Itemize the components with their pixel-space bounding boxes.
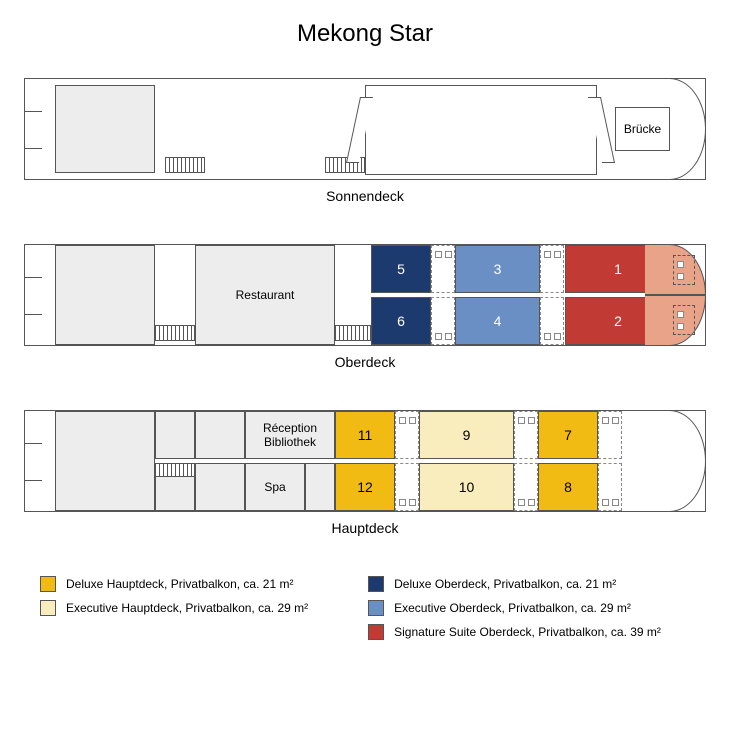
- restaurant: Restaurant: [195, 245, 335, 345]
- legend-item: Deluxe Oberdeck, Privatbalkon, ca. 21 m²: [368, 576, 661, 592]
- cabin-7: 7: [538, 411, 598, 459]
- stairs-icon: [165, 157, 205, 173]
- cabin-11: 11: [335, 411, 395, 459]
- legend-item: Deluxe Hauptdeck, Privatbalkon, ca. 21 m…: [40, 576, 308, 592]
- stairs-icon: [335, 325, 371, 341]
- cabin-9: 9: [419, 411, 514, 459]
- legend-label: Deluxe Oberdeck, Privatbalkon, ca. 21 m²: [394, 577, 616, 591]
- sun-deck-label: Sonnendeck: [20, 188, 710, 204]
- legend-label: Executive Oberdeck, Privatbalkon, ca. 29…: [394, 601, 631, 615]
- bridge: Brücke: [615, 107, 670, 151]
- sun-deck: Brücke: [24, 78, 706, 180]
- cabin-3: 3: [455, 245, 540, 293]
- stairs-icon: [155, 325, 195, 341]
- legend-label: Deluxe Hauptdeck, Privatbalkon, ca. 21 m…: [66, 577, 293, 591]
- swatch-icon: [368, 600, 384, 616]
- legend-item: Executive Hauptdeck, Privatbalkon, ca. 2…: [40, 600, 308, 616]
- swatch-icon: [368, 624, 384, 640]
- stairs-icon: [155, 463, 195, 477]
- legend-label: Signature Suite Oberdeck, Privatbalkon, …: [394, 625, 661, 639]
- main-deck-label: Hauptdeck: [20, 520, 710, 536]
- legend-item: Signature Suite Oberdeck, Privatbalkon, …: [368, 624, 661, 640]
- spa: Spa: [245, 463, 305, 511]
- upper-deck-label: Oberdeck: [20, 354, 710, 370]
- ship-title: Mekong Star: [20, 20, 710, 48]
- cabin-4: 4: [455, 297, 540, 345]
- main-deck: Réception Bibliothek Spa 11 12 9 10 7 8: [24, 410, 706, 512]
- swatch-icon: [40, 576, 56, 592]
- cabin-6: 6: [371, 297, 431, 345]
- legend-label: Executive Hauptdeck, Privatbalkon, ca. 2…: [66, 601, 308, 615]
- cabin-8: 8: [538, 463, 598, 511]
- cabin-12: 12: [335, 463, 395, 511]
- legend: Deluxe Hauptdeck, Privatbalkon, ca. 21 m…: [40, 576, 690, 640]
- cabin-10: 10: [419, 463, 514, 511]
- cabin-5: 5: [371, 245, 431, 293]
- upper-deck: Restaurant 5 6 3 4 1 2: [24, 244, 706, 346]
- legend-item: Executive Oberdeck, Privatbalkon, ca. 29…: [368, 600, 661, 616]
- reception: Réception Bibliothek: [245, 411, 335, 459]
- swatch-icon: [368, 576, 384, 592]
- swatch-icon: [40, 600, 56, 616]
